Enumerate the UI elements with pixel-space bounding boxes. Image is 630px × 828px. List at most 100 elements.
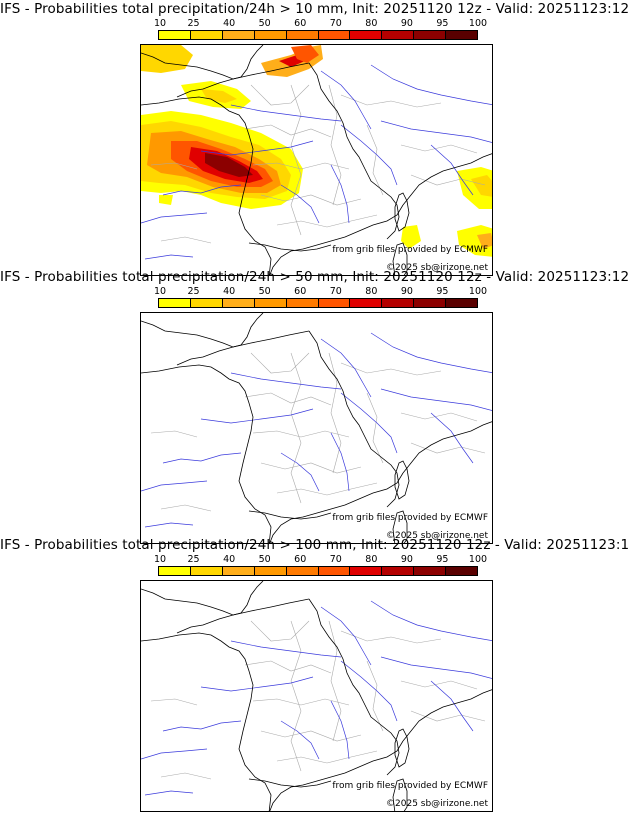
river <box>330 164 350 224</box>
map-canvas <box>141 45 492 275</box>
river <box>340 124 398 186</box>
colorbar-tick-label: 50 <box>258 18 271 29</box>
region-border <box>400 412 478 422</box>
precip-contour <box>141 45 193 73</box>
colorbar-tick-label: 10 <box>153 286 167 297</box>
colorbar-segment <box>222 567 255 575</box>
river <box>144 522 194 528</box>
river <box>162 720 242 732</box>
region-border <box>400 680 478 690</box>
river <box>340 660 398 722</box>
region-border <box>160 772 212 780</box>
region-border <box>340 362 442 376</box>
region-border <box>150 430 198 438</box>
coastline <box>176 62 310 98</box>
colorbar-tick-label: 100 <box>468 286 488 297</box>
panel-title: IFS - Probabilities total precipitation/… <box>0 1 630 17</box>
region-border <box>252 162 350 170</box>
region-border <box>260 194 362 206</box>
colorbar-segment <box>254 299 287 307</box>
colorbar-tick-label: 40 <box>223 286 236 297</box>
region-border <box>250 84 310 106</box>
map-canvas <box>141 313 492 543</box>
coastline <box>141 632 272 811</box>
colorbar-segment <box>414 567 447 575</box>
river <box>320 338 372 398</box>
map-area: from grib files provided by ECMWF ©2025 … <box>140 312 493 544</box>
coastline <box>402 153 492 206</box>
sardinia-outline <box>392 510 408 543</box>
precip-contour <box>477 233 492 249</box>
sardinia-outline <box>392 242 408 275</box>
region-borders <box>150 84 486 244</box>
ecmwf-credit: from grib files provided by ECMWF <box>332 781 488 791</box>
region-border <box>410 174 486 186</box>
river <box>370 332 492 374</box>
river <box>280 720 320 760</box>
coastline <box>248 242 332 252</box>
region-border <box>366 660 384 732</box>
coastline <box>308 598 400 776</box>
colorbar-tick-label: 100 <box>468 18 488 29</box>
ecmwf-credit: from grib files provided by ECMWF <box>332 245 488 255</box>
coastlines <box>141 581 492 811</box>
river <box>320 70 372 130</box>
region-border <box>244 124 332 138</box>
colorbar-tick-label: 40 <box>223 18 236 29</box>
region-border <box>400 144 478 154</box>
colorbar-tick-label: 100 <box>468 554 488 565</box>
map-area: from grib files provided by ECMWF ©2025 … <box>140 580 493 812</box>
region-border <box>328 84 342 206</box>
river <box>330 432 350 492</box>
colorbar-segment <box>190 31 223 39</box>
colorbar-tick-label: 90 <box>400 18 413 29</box>
colorbar-tick-label: 95 <box>436 554 449 565</box>
colorbar-segment <box>382 31 415 39</box>
panel-title: IFS - Probabilities total precipitation/… <box>0 269 630 285</box>
region-border <box>340 94 442 108</box>
colorbar-tick-label: 60 <box>294 554 307 565</box>
region-border <box>250 352 310 374</box>
river <box>380 656 492 679</box>
river <box>162 184 242 196</box>
colorbar-segment <box>318 31 351 39</box>
colorbar-segment <box>414 299 447 307</box>
coastline <box>141 364 272 543</box>
coastline <box>269 740 404 811</box>
colorbar-tick-label: 50 <box>258 286 271 297</box>
colorbar-tick-label: 10 <box>153 554 167 565</box>
region-border <box>244 392 332 406</box>
colorbar-tick-label: 25 <box>187 18 200 29</box>
colorbar-segment <box>159 31 191 39</box>
river <box>230 104 342 122</box>
colorbar-segment <box>190 299 223 307</box>
colorbar-segment <box>350 31 383 39</box>
precip-contour <box>471 175 492 197</box>
colorbar-labels: 10 25 40 50 60 70 80 90 95 100 <box>154 18 487 29</box>
colorbar-segment <box>286 299 319 307</box>
coastline <box>248 778 332 788</box>
river <box>330 700 350 760</box>
rivers <box>141 600 492 796</box>
copyright-credit: ©2025 sb@irizone.net <box>386 799 488 809</box>
coastlines <box>141 45 492 275</box>
colorbar-tick-label: 60 <box>294 18 307 29</box>
colorbar-segment <box>382 299 415 307</box>
colorbar-labels: 10 25 40 50 60 70 80 90 95 100 <box>154 554 487 565</box>
river <box>144 790 194 796</box>
region-border <box>340 630 442 644</box>
colorbar-segment <box>414 31 447 39</box>
river <box>200 140 314 156</box>
coastline <box>176 330 310 366</box>
rivers <box>141 64 492 260</box>
colorbar-segment <box>159 299 191 307</box>
colorbar-tick-label: 90 <box>400 554 413 565</box>
river <box>280 452 320 492</box>
region-border <box>366 392 384 464</box>
colorbar-segment <box>222 31 255 39</box>
colorbar-segment <box>190 567 223 575</box>
river <box>370 64 492 106</box>
colorbar-segment <box>254 31 287 39</box>
region-border <box>244 660 332 674</box>
coastlines <box>141 313 492 543</box>
